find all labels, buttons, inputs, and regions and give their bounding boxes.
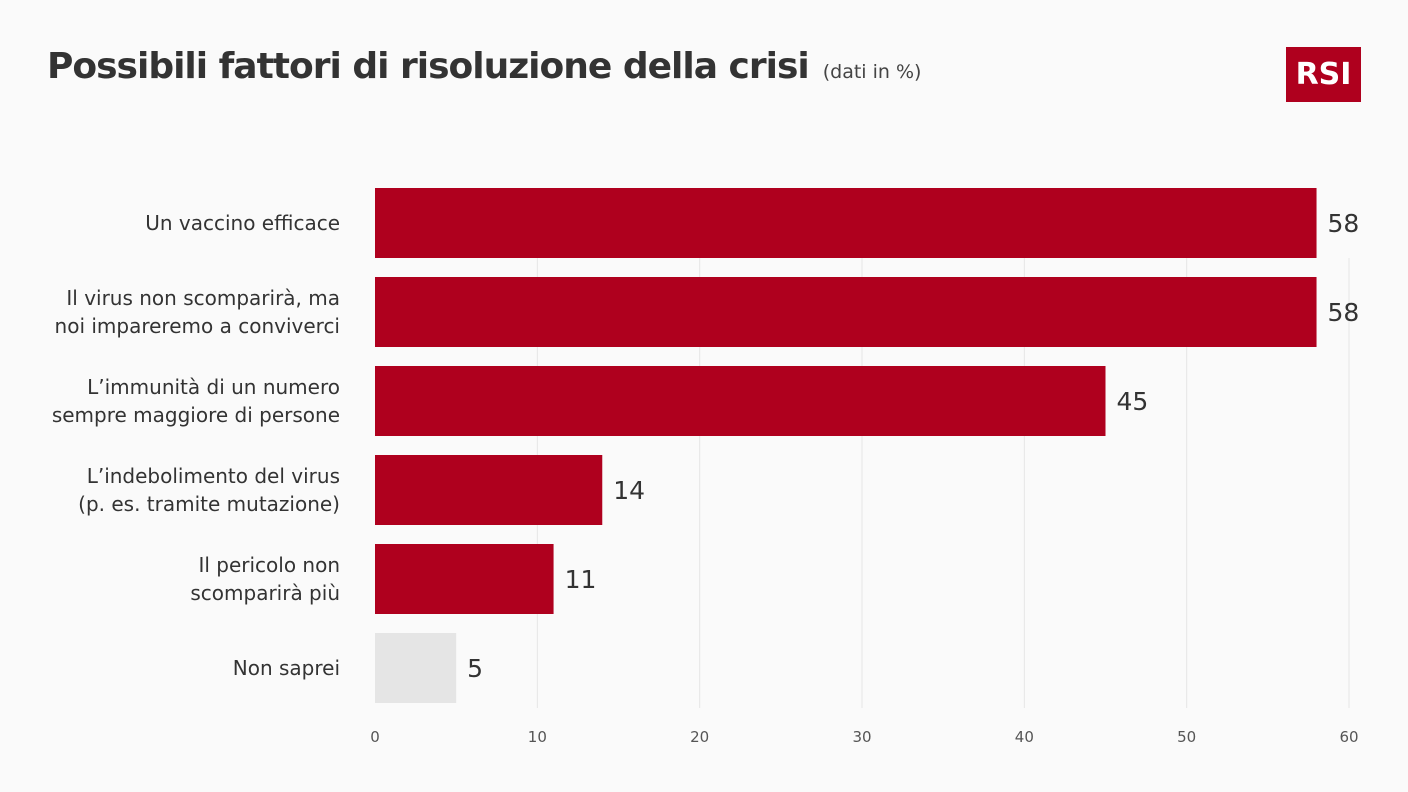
value-label: 5: [467, 654, 483, 683]
category-label: (p. es. tramite mutazione): [78, 492, 340, 516]
bar: [375, 277, 1317, 347]
category-label: L’immunità di un numero: [87, 375, 340, 399]
category-label: Non saprei: [233, 656, 340, 680]
value-label: 45: [1117, 387, 1149, 416]
bar: [375, 455, 603, 525]
logo-text: RSI: [1295, 57, 1352, 92]
value-label: 58: [1328, 298, 1360, 327]
category-label: scomparirà più: [190, 581, 340, 605]
category-label: Il virus non scomparirà, ma: [66, 286, 340, 310]
x-tick-label: 20: [690, 728, 709, 746]
value-label: 58: [1328, 209, 1360, 238]
category-label: Il pericolo non: [198, 553, 340, 577]
x-tick-label: 30: [852, 728, 871, 746]
chart-title: Possibili fattori di risoluzione della c…: [47, 46, 810, 87]
x-tick-label: 50: [1177, 728, 1196, 746]
x-tick-label: 10: [528, 728, 547, 746]
category-label: sempre maggiore di persone: [52, 403, 340, 427]
category-label: L’indebolimento del virus: [87, 464, 340, 488]
chart-subtitle: (dati in %): [822, 61, 922, 83]
value-label: 11: [565, 565, 597, 594]
rsi-logo: RSI: [1286, 47, 1361, 102]
x-tick-label: 40: [1015, 728, 1034, 746]
category-label: Un vaccino efficace: [145, 211, 340, 235]
bar: [375, 544, 554, 614]
bar: [375, 633, 457, 703]
bar: [375, 366, 1106, 436]
category-label: noi impareremo a conviverci: [55, 314, 340, 338]
x-tick-label: 60: [1339, 728, 1358, 746]
value-label: 14: [613, 476, 645, 505]
bar: [375, 188, 1317, 258]
chart-header: Possibili fattori di risoluzione della c…: [47, 46, 921, 87]
x-tick-label: 0: [370, 728, 380, 746]
